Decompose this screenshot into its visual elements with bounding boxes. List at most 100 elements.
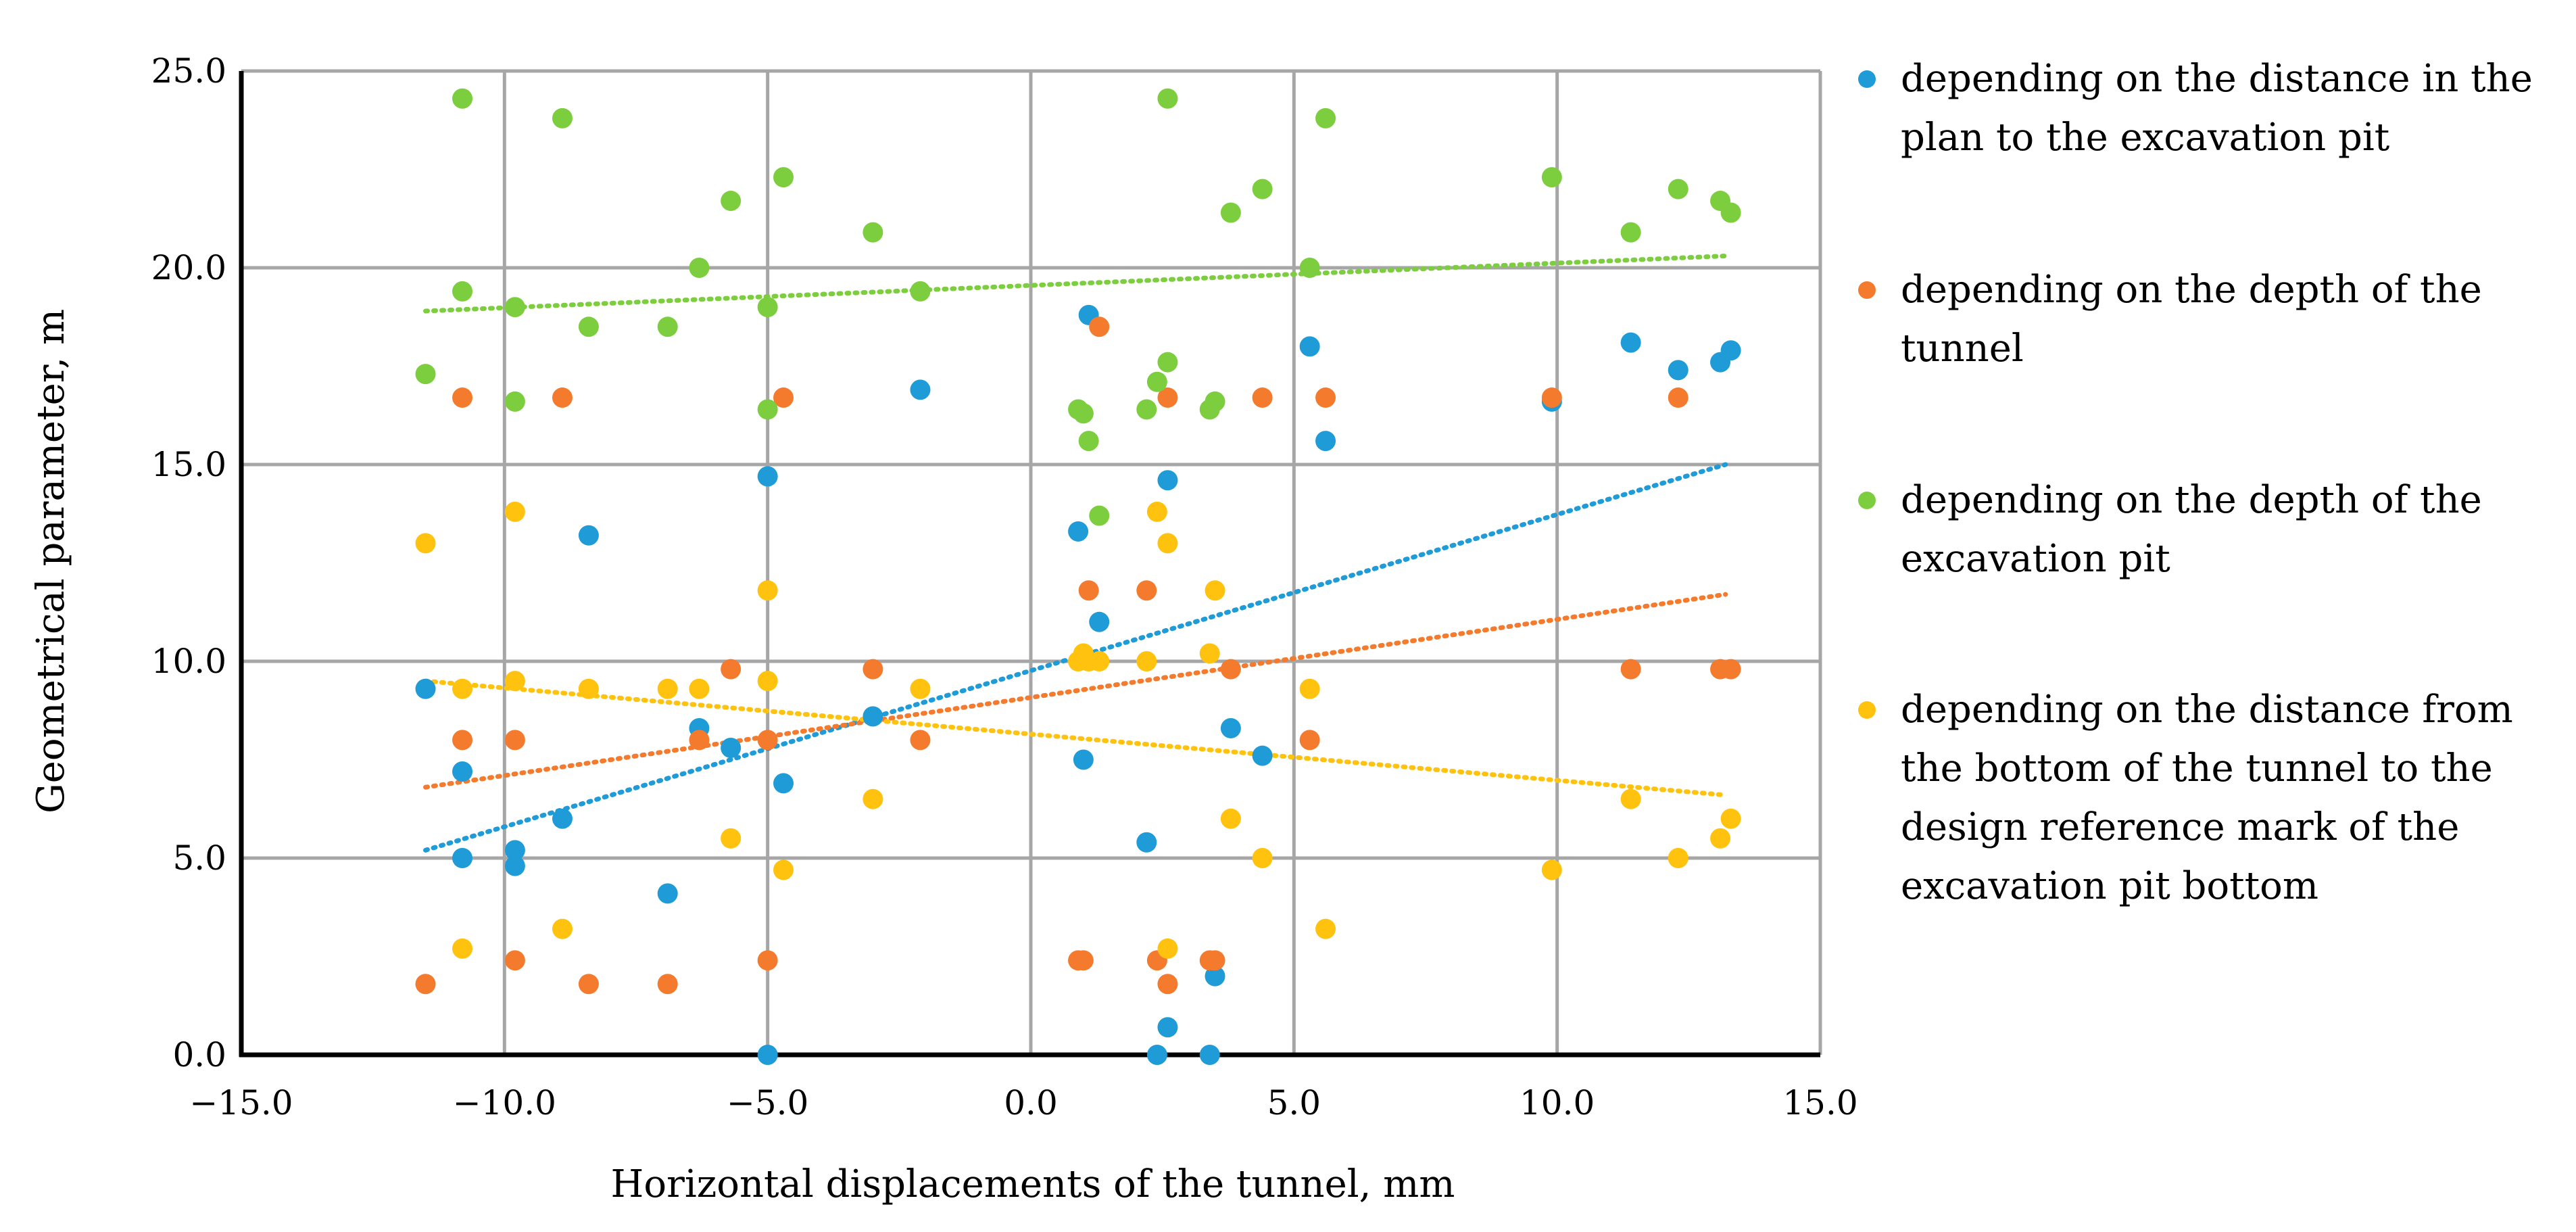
data-point-series-4 — [504, 671, 525, 692]
data-point-series-2 — [1315, 387, 1336, 408]
data-point-series-2 — [773, 387, 794, 408]
data-point-series-4 — [1146, 501, 1167, 522]
legend-label-series-2: tunnel — [1901, 327, 2024, 371]
tick-labels: −15.0 −10.0 −5.0 0.0 5.0 10.0 15.0 0.0 5.0 10.0 15… — [151, 51, 1858, 1122]
data-point-series-3 — [657, 316, 678, 337]
data-point-series-4 — [1710, 828, 1731, 849]
data-point-series-3 — [1146, 371, 1167, 392]
data-point-series-3 — [1136, 399, 1157, 420]
data-point-series-2 — [689, 730, 710, 751]
y-tick-label: 10.0 — [151, 642, 226, 681]
data-point-series-1 — [910, 379, 931, 400]
data-point-series-1 — [657, 883, 678, 904]
legend-label-series-3: excavation pit — [1901, 537, 2170, 581]
data-point-series-1 — [1073, 749, 1094, 770]
data-point-series-2 — [1157, 974, 1178, 995]
data-point-series-4 — [1668, 848, 1688, 868]
data-point-series-2 — [862, 659, 883, 680]
data-point-series-4 — [773, 859, 794, 880]
legend-label-series-2: depending on the depth of the — [1901, 268, 2482, 312]
data-point-series-1 — [1620, 332, 1641, 353]
data-point-series-1 — [1068, 521, 1089, 542]
data-point-series-3 — [1541, 167, 1562, 188]
x-axis-title: Horizontal displacements of the tunnel, … — [611, 1162, 1455, 1206]
legend-label-series-4: design reference mark of the — [1901, 805, 2459, 849]
data-point-series-2 — [1157, 387, 1178, 408]
data-point-series-2 — [578, 974, 599, 995]
data-point-series-4 — [1205, 580, 1225, 601]
data-point-series-4 — [1157, 533, 1178, 554]
data-point-series-4 — [504, 501, 525, 522]
legend-label-series-4: excavation pit bottom — [1901, 864, 2318, 908]
data-point-series-1 — [862, 706, 883, 727]
data-point-series-4 — [862, 788, 883, 809]
data-point-series-1 — [1136, 832, 1157, 853]
legend-label-series-3: depending on the depth of the — [1901, 478, 2482, 522]
data-point-series-2 — [1220, 659, 1241, 680]
data-point-series-1 — [1157, 1017, 1178, 1038]
data-point-series-3 — [415, 364, 436, 385]
data-point-series-2 — [1541, 387, 1562, 408]
data-point-series-4 — [1089, 651, 1110, 671]
data-point-series-1 — [1668, 360, 1688, 381]
data-point-series-2 — [1205, 950, 1225, 971]
legend-marker-series-2 — [1858, 281, 1876, 299]
data-point-series-2 — [504, 950, 525, 971]
legend-label-series-4: depending on the distance from — [1901, 688, 2513, 732]
data-point-series-3 — [1078, 431, 1099, 452]
data-point-series-4 — [552, 918, 573, 939]
legend-label-series-1: depending on the distance in the — [1901, 57, 2533, 101]
data-point-series-3 — [1205, 391, 1225, 412]
data-point-series-3 — [1668, 179, 1688, 199]
data-point-series-3 — [1089, 505, 1110, 526]
data-point-series-3 — [1157, 88, 1178, 109]
data-point-series-1 — [415, 678, 436, 699]
data-points — [415, 88, 1741, 1065]
data-point-series-4 — [1252, 848, 1273, 868]
data-point-series-2 — [1252, 387, 1273, 408]
data-point-series-2 — [1620, 659, 1641, 680]
data-point-series-1 — [1220, 717, 1241, 738]
axes — [239, 71, 1820, 1058]
data-point-series-2 — [1073, 950, 1094, 971]
data-point-series-1 — [1720, 340, 1741, 361]
data-point-series-3 — [1299, 258, 1320, 278]
data-point-series-3 — [689, 258, 710, 278]
legend-label-series-4: the bottom of the tunnel to the — [1901, 747, 2493, 790]
data-point-series-2 — [415, 974, 436, 995]
x-tick-label: −5.0 — [727, 1083, 808, 1122]
data-point-series-2 — [552, 387, 573, 408]
data-point-series-1 — [452, 761, 473, 782]
data-point-series-1 — [721, 738, 742, 759]
data-point-series-1 — [1299, 336, 1320, 357]
data-point-series-2 — [757, 730, 778, 751]
data-point-series-3 — [757, 297, 778, 318]
data-point-series-1 — [578, 525, 599, 546]
y-tick-label: 25.0 — [151, 51, 226, 91]
data-point-series-2 — [1136, 580, 1157, 601]
data-point-series-3 — [552, 108, 573, 128]
data-point-series-3 — [1620, 222, 1641, 243]
x-tick-label: 10.0 — [1520, 1083, 1595, 1122]
data-point-series-2 — [757, 950, 778, 971]
y-tick-label: 15.0 — [151, 445, 226, 484]
data-point-series-4 — [1315, 918, 1336, 939]
data-point-series-4 — [415, 533, 436, 554]
data-point-series-2 — [721, 659, 742, 680]
data-point-series-1 — [773, 773, 794, 794]
legend-marker-series-4 — [1858, 701, 1876, 719]
data-point-series-2 — [910, 730, 931, 751]
data-point-series-3 — [1252, 179, 1273, 199]
data-point-series-2 — [657, 974, 678, 995]
data-point-series-1 — [1205, 966, 1225, 987]
trendline-series-4 — [423, 678, 1728, 798]
data-point-series-3 — [757, 399, 778, 420]
data-point-series-2 — [1078, 580, 1099, 601]
data-point-series-3 — [452, 88, 473, 109]
data-point-series-2 — [452, 730, 473, 751]
data-point-series-1 — [1199, 1045, 1220, 1065]
data-point-series-3 — [1720, 202, 1741, 223]
data-point-series-4 — [657, 678, 678, 699]
